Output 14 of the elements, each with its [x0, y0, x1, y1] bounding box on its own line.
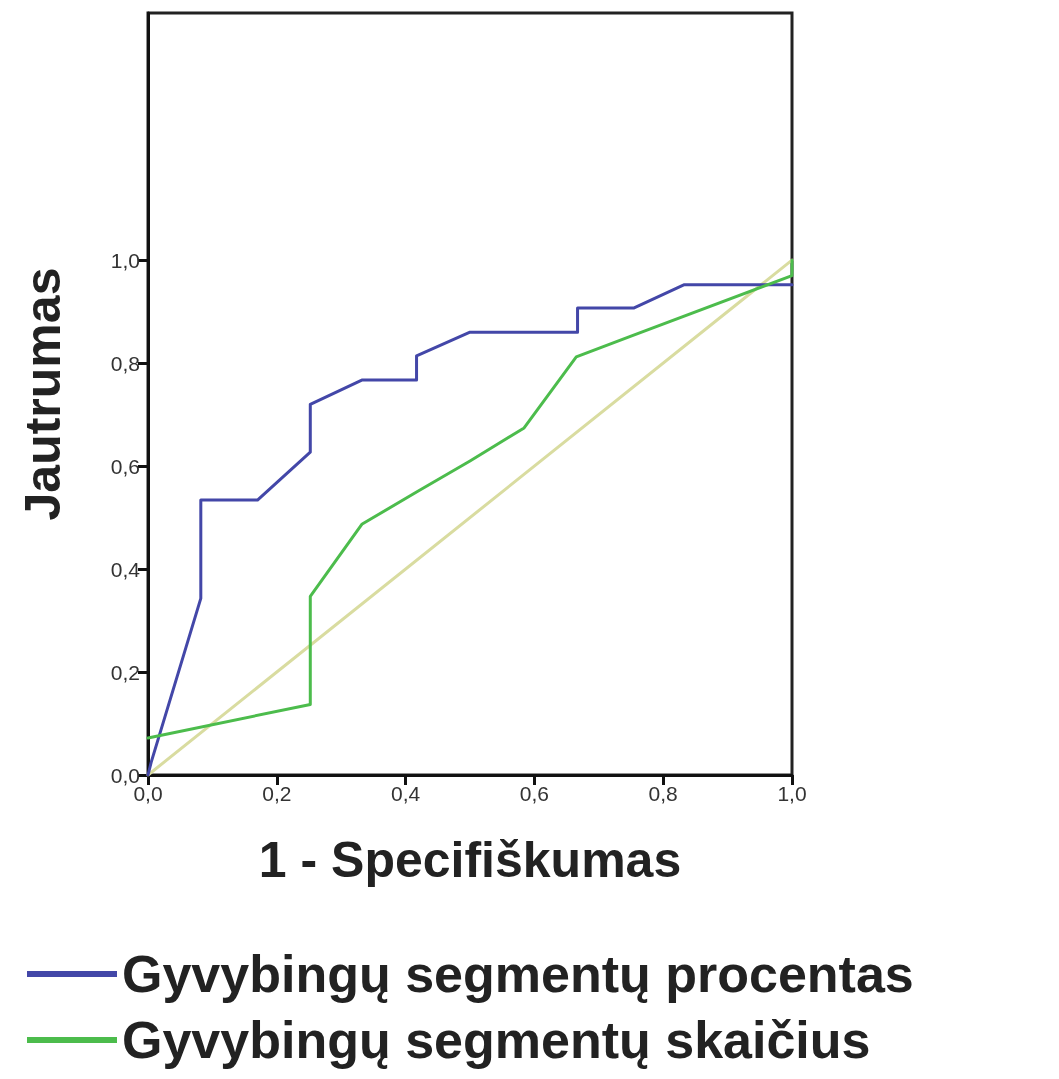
- x-tick-label: 0,8: [648, 782, 678, 805]
- x-axis-title: 1 - Specifiškumas: [258, 832, 682, 888]
- legend-label: Gyvybingų segmentų skaičius: [122, 1011, 871, 1069]
- y-tick-label: 0,4: [110, 557, 141, 581]
- y-tick-label: 0,6: [110, 454, 140, 478]
- x-tick-label: 0,4: [391, 782, 421, 805]
- y-axis-title: Jautrumas: [15, 267, 71, 521]
- x-tick-label: 0,6: [519, 782, 549, 805]
- y-tick-label: 0,2: [110, 660, 140, 684]
- legend-label: Gyvybingų segmentų procentas: [122, 945, 914, 1003]
- x-tick-label: 0,2: [262, 782, 292, 805]
- y-tick-label: 1,0: [110, 248, 140, 272]
- y-tick-label: 0,8: [110, 351, 140, 375]
- x-tick-label: 1,0: [777, 782, 807, 805]
